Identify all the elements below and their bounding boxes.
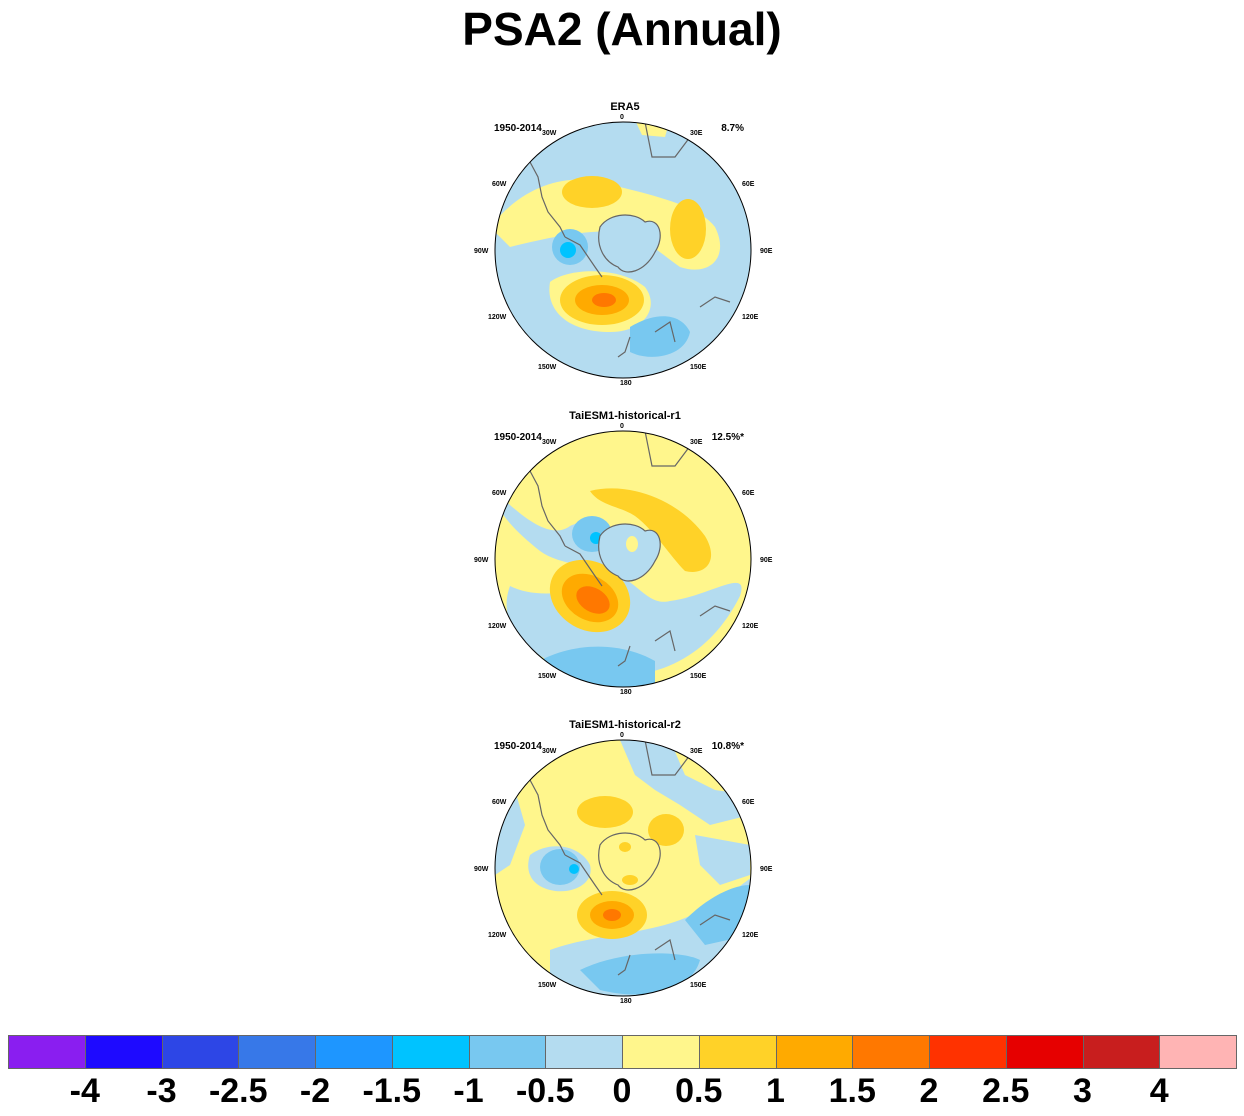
colorbar-swatch [315, 1035, 393, 1069]
colorbar-swatch [84, 1035, 163, 1069]
panel-title: TaiESM1-historical-r1 [569, 410, 681, 422]
longitude-label: 120W [488, 932, 507, 939]
longitude-label: 60E [742, 181, 755, 188]
polar-map [494, 739, 752, 997]
longitude-label: 60W [492, 181, 507, 188]
longitude-label: 150W [538, 673, 557, 680]
longitude-label: 90W [474, 248, 489, 255]
colorbar-swatch [852, 1035, 930, 1069]
longitude-label: 150W [538, 982, 557, 989]
longitude-label: 120E [742, 932, 759, 939]
longitude-label: 60W [492, 799, 507, 806]
polar-map [494, 121, 752, 379]
colorbar-tick-label: 2.5 [982, 1072, 1030, 1110]
longitude-label: 150E [690, 364, 707, 371]
longitude-label: 30W [542, 130, 557, 137]
colorbar-swatch [8, 1035, 86, 1069]
polar-map [494, 430, 752, 688]
longitude-label: 0 [620, 114, 624, 121]
colorbar-swatch [929, 1035, 1007, 1069]
main-title: PSA2 (Annual) [462, 3, 782, 55]
longitude-label: 120W [488, 623, 507, 630]
colorbar [8, 1035, 1237, 1069]
longitude-label: 90E [760, 248, 773, 255]
longitude-label: 150W [538, 364, 557, 371]
longitude-label: 120E [742, 623, 759, 630]
colorbar-tick-label: 1 [766, 1072, 785, 1110]
colorbar-swatch [698, 1035, 777, 1069]
panel-title: TaiESM1-historical-r2 [569, 719, 681, 731]
colorbar-swatch [1082, 1035, 1161, 1069]
colorbar-swatch [1159, 1035, 1237, 1069]
colorbar-tick-label: 1.5 [828, 1072, 876, 1110]
longitude-label: 60E [742, 799, 755, 806]
colorbar-swatch [468, 1035, 547, 1069]
longitude-label: 30E [690, 748, 703, 755]
colorbar-tick-label: -2.5 [208, 1072, 268, 1110]
longitude-label: 30W [542, 439, 557, 446]
longitude-label: 90W [474, 866, 489, 873]
colorbar-tick-label: -1 [453, 1072, 484, 1110]
colorbar-tick-label: -4 [69, 1072, 100, 1110]
panel-variance: 12.5%* [711, 432, 744, 443]
colorbar-tick-label: 3 [1073, 1072, 1092, 1110]
colorbar-tick-label: -0.5 [515, 1072, 575, 1110]
colorbar-swatch [1005, 1035, 1084, 1069]
colorbar-swatch [545, 1035, 623, 1069]
colorbar-swatch [622, 1035, 700, 1069]
longitude-label: 90W [474, 557, 489, 564]
longitude-label: 60W [492, 490, 507, 497]
longitude-label: 120W [488, 314, 507, 321]
map-panel-taiesm1-r1: TaiESM1-historical-r1 1950-2014 12.5%* 0… [470, 410, 780, 726]
longitude-label: 60E [742, 490, 755, 497]
longitude-label: 0 [620, 423, 624, 430]
longitude-label: 180 [620, 998, 632, 1005]
colorbar-tick-label: -2 [299, 1072, 331, 1110]
colorbar-tick-label: 0.5 [675, 1072, 723, 1110]
longitude-label: 30E [690, 439, 703, 446]
panel-period: 1950-2014 [494, 432, 542, 443]
map-panel-era5: ERA5 1950-2014 8.7% 0 30E 60E 90E 120E 150E 1 [470, 101, 780, 417]
colorbar-tick-label: -3 [146, 1072, 177, 1110]
panel-period: 1950-2014 [494, 741, 542, 752]
longitude-label: 30E [690, 130, 703, 137]
colorbar-swatch [161, 1035, 240, 1069]
colorbar-tick-label: 2 [919, 1072, 939, 1110]
colorbar-tick-label: -1.5 [362, 1072, 422, 1110]
colorbar-tick-label: 4 [1149, 1072, 1169, 1110]
longitude-label: 0 [620, 732, 624, 739]
longitude-label: 120E [742, 314, 759, 321]
longitude-label: 30W [542, 748, 557, 755]
panel-variance: 8.7% [721, 123, 744, 134]
longitude-label: 180 [620, 380, 632, 387]
panel-period: 1950-2014 [494, 123, 542, 134]
longitude-label: 90E [760, 557, 773, 564]
colorbar-swatch [391, 1035, 470, 1069]
map-panel-taiesm1-r2: TaiESM1-historical-r2 1950-2014 10.8%* [470, 719, 780, 1035]
longitude-label: 180 [620, 689, 632, 696]
longitude-label: 90E [760, 866, 773, 873]
longitude-label: 150E [690, 982, 707, 989]
panel-variance: 10.8%* [711, 741, 744, 752]
colorbar-tick-label: 0 [612, 1072, 632, 1110]
longitude-label: 150E [690, 673, 707, 680]
colorbar-swatch [238, 1035, 316, 1069]
colorbar-swatch [775, 1035, 854, 1069]
panel-title: ERA5 [610, 101, 640, 113]
